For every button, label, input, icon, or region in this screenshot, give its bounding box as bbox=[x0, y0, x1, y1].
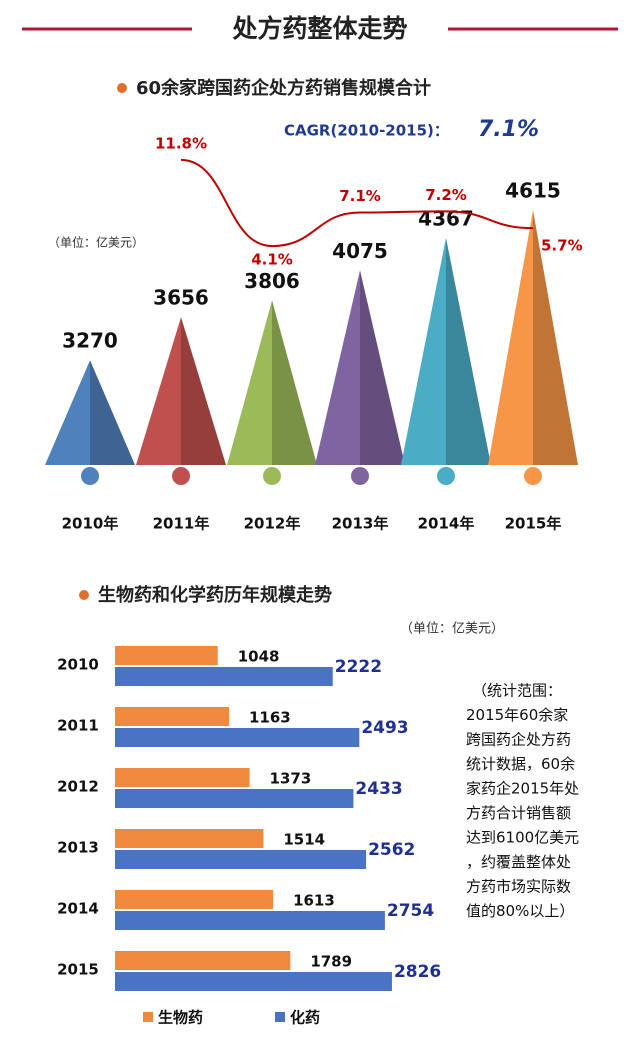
bar bbox=[115, 707, 229, 726]
page-title: 处方药整体走势 bbox=[231, 14, 407, 43]
value-label: 1789 bbox=[310, 953, 352, 971]
peak-right bbox=[181, 317, 226, 465]
peak-left bbox=[401, 237, 446, 465]
legend-swatch bbox=[275, 1012, 285, 1022]
note-line: 跨国药企处方药 bbox=[466, 731, 571, 749]
peak-shade bbox=[272, 300, 317, 465]
bar bbox=[115, 972, 392, 991]
note-line: 达到6100亿美元 bbox=[466, 829, 579, 847]
growth-label: 5.7% bbox=[541, 237, 583, 255]
value-label: 2754 bbox=[387, 901, 434, 921]
value-label: 4615 bbox=[505, 179, 561, 203]
note-line: 2015年60余家 bbox=[466, 706, 568, 724]
growth-label: 7.2% bbox=[425, 186, 467, 204]
bar bbox=[115, 728, 360, 747]
value-label: 3656 bbox=[153, 286, 209, 310]
value-label: 1163 bbox=[249, 709, 291, 727]
growth-line bbox=[180, 158, 534, 248]
value-label: 1048 bbox=[238, 648, 280, 666]
bar bbox=[115, 951, 291, 970]
peak-shade bbox=[360, 270, 405, 465]
legend-swatch bbox=[143, 1012, 153, 1022]
peak-right bbox=[272, 300, 317, 465]
peak-shade bbox=[446, 237, 491, 465]
bar bbox=[115, 646, 218, 665]
value-label: 3806 bbox=[244, 269, 300, 293]
chart-title: 生物药和化学药历年规模走势 bbox=[98, 584, 332, 606]
peak-left bbox=[488, 210, 533, 465]
value-label: 3270 bbox=[62, 329, 118, 353]
cagr-label: CAGR(2010-2015)： bbox=[284, 122, 449, 140]
note-line: （统计范围： bbox=[472, 682, 562, 700]
peak-shade bbox=[533, 210, 578, 465]
value-label: 2493 bbox=[361, 718, 408, 738]
note-line: ，约覆盖整体处 bbox=[466, 853, 571, 871]
growth-label: 11.8% bbox=[155, 134, 207, 152]
x-tick-label: 2015年 bbox=[505, 515, 562, 533]
value-label: 4367 bbox=[418, 206, 474, 230]
y-tick-label: 2010 bbox=[57, 656, 99, 674]
category-dot bbox=[172, 467, 190, 485]
y-tick-label: 2014 bbox=[57, 900, 99, 918]
note-line: 家药企2015年处 bbox=[466, 780, 579, 798]
peak-left bbox=[315, 270, 360, 465]
bar bbox=[115, 768, 250, 787]
value-label: 2562 bbox=[368, 840, 415, 860]
category-dot bbox=[437, 467, 455, 485]
peak-shade bbox=[90, 360, 135, 465]
x-tick-label: 2012年 bbox=[244, 515, 301, 533]
peak-left bbox=[45, 360, 90, 465]
unit-label: （单位：亿美元） bbox=[48, 235, 144, 250]
bar bbox=[115, 911, 385, 930]
value-label: 2826 bbox=[394, 962, 441, 982]
bar bbox=[115, 890, 274, 909]
category-dot bbox=[81, 467, 99, 485]
x-tick-label: 2010年 bbox=[62, 515, 119, 533]
legend-label: 生物药 bbox=[158, 1009, 203, 1027]
y-tick-label: 2012 bbox=[57, 778, 99, 796]
value-label: 1613 bbox=[293, 892, 335, 910]
bullet bbox=[117, 83, 127, 93]
legend-label: 化药 bbox=[290, 1009, 320, 1027]
peak-shade bbox=[181, 317, 226, 465]
category-dot bbox=[524, 467, 542, 485]
cagr-value: 7.1% bbox=[478, 117, 539, 142]
peak-right bbox=[446, 237, 491, 465]
bar bbox=[115, 850, 367, 869]
x-tick-label: 2011年 bbox=[153, 515, 210, 533]
bullet bbox=[79, 590, 89, 600]
y-tick-label: 2011 bbox=[57, 717, 99, 735]
bar bbox=[115, 829, 264, 848]
y-tick-label: 2013 bbox=[57, 839, 99, 857]
note-line: 方药市场实际数 bbox=[466, 878, 571, 896]
category-dot bbox=[351, 467, 369, 485]
growth-label: 4.1% bbox=[251, 251, 293, 269]
unit-label: （单位：亿美元） bbox=[400, 622, 504, 637]
value-label: 2433 bbox=[355, 779, 402, 799]
note-line: 统计数据，60余 bbox=[466, 755, 575, 773]
x-tick-label: 2013年 bbox=[332, 515, 389, 533]
note-line: 值的80%以上） bbox=[466, 902, 574, 920]
peak-right bbox=[533, 210, 578, 465]
note-line: 方药合计销售额 bbox=[466, 804, 571, 822]
peak-left bbox=[136, 317, 181, 465]
value-label: 4075 bbox=[332, 239, 388, 263]
x-tick-label: 2014年 bbox=[418, 515, 475, 533]
value-label: 1514 bbox=[283, 831, 325, 849]
chart-title: 60余家跨国药企处方药销售规模合计 bbox=[136, 77, 431, 99]
y-tick-label: 2015 bbox=[57, 961, 99, 979]
value-label: 1373 bbox=[270, 770, 312, 788]
peak-right bbox=[90, 360, 135, 465]
category-dot bbox=[263, 467, 281, 485]
peak-left bbox=[227, 300, 272, 465]
growth-label: 7.1% bbox=[339, 187, 381, 205]
value-label: 2222 bbox=[335, 657, 382, 677]
bar bbox=[115, 789, 354, 808]
peak-right bbox=[360, 270, 405, 465]
bar bbox=[115, 667, 333, 686]
